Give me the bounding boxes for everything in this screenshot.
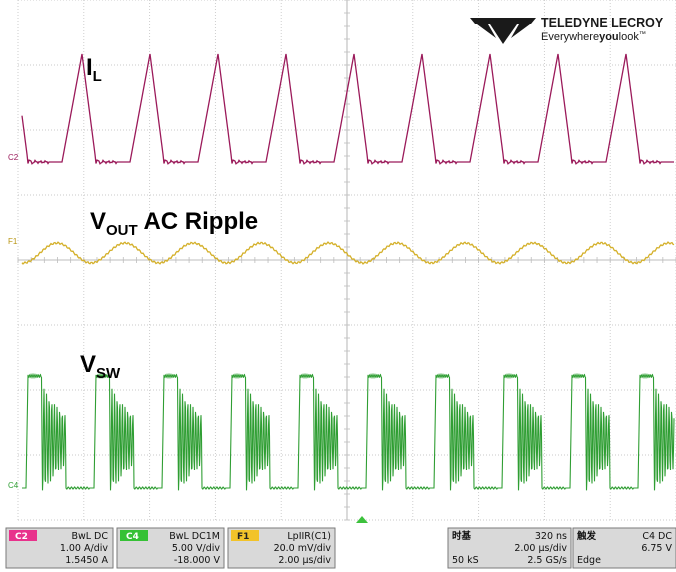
timebase-title: 时基 — [452, 530, 472, 542]
timebase-box[interactable]: 时基 320 ns 2.00 µs/div 50 kS 2.5 GS/s — [447, 527, 572, 569]
channel-c2-box[interactable]: C2 BwL DC 1.00 A/div 1.5450 A — [5, 527, 114, 569]
teledyne-lecroy-logo: TELEDYNE LECROY Everywhereyoulook™ — [470, 16, 664, 44]
c4-offset: -18.000 V — [174, 555, 221, 566]
c4-scale: 5.00 V/div — [172, 543, 221, 554]
trigger-title: 触发 — [576, 530, 597, 542]
marker-f1: F1 — [8, 237, 18, 246]
c4-coupling: BwL DC1M — [169, 531, 220, 542]
tag-c2 — [9, 530, 37, 541]
vsw-label: VSW — [80, 351, 121, 382]
timebase-delay: 320 ns — [535, 531, 567, 542]
tag-c4-text: C4 — [126, 532, 139, 542]
tag-f1 — [231, 530, 259, 541]
timebase-samples: 50 kS — [452, 555, 479, 566]
c2-scale: 1.00 A/div — [60, 543, 109, 554]
f1-function: LpIIR(C1) — [287, 531, 331, 542]
c2-offset: 1.5450 A — [65, 555, 108, 566]
brand-name: TELEDYNE LECROY — [541, 16, 664, 30]
trigger-box[interactable]: 触发 C4 DC 6.75 V Edge — [572, 527, 676, 569]
tag-c4 — [120, 530, 148, 541]
logo-mark-icon — [470, 18, 536, 44]
f1-scale: 20.0 mV/div — [274, 543, 332, 554]
channel-f1-box[interactable]: F1 LpIIR(C1) 20.0 mV/div 2.00 µs/div — [227, 527, 336, 569]
vsw-waveform — [22, 372, 675, 491]
brand-tagline: Everywhereyoulook™ — [541, 31, 646, 43]
vout-ripple-waveform — [21, 241, 675, 265]
marker-c2: C2 — [8, 153, 19, 162]
timebase-div: 2.00 µs/div — [514, 543, 567, 554]
trigger-mode: Edge — [577, 555, 601, 566]
il-waveform — [21, 53, 674, 165]
trigger-level: 6.75 V — [641, 543, 672, 554]
vout-label: VOUT AC Ripple — [90, 208, 258, 239]
tag-c2-text: C2 — [15, 532, 28, 542]
channel-info-bar: C2 BwL DC 1.00 A/div 1.5450 A C4 BwL DC1… — [0, 523, 676, 572]
il-label: IL — [86, 54, 102, 85]
tag-f1-text: F1 — [237, 532, 249, 542]
timebase-rate: 2.5 GS/s — [527, 555, 567, 566]
marker-c4: C4 — [8, 481, 19, 490]
c2-coupling: BwL DC — [71, 531, 108, 542]
trigger-position-marker[interactable] — [356, 516, 368, 523]
channel-c4-box[interactable]: C4 BwL DC1M 5.00 V/div -18.000 V — [116, 527, 225, 569]
f1-offset: 2.00 µs/div — [278, 555, 331, 566]
trigger-source: C4 DC — [642, 531, 672, 542]
